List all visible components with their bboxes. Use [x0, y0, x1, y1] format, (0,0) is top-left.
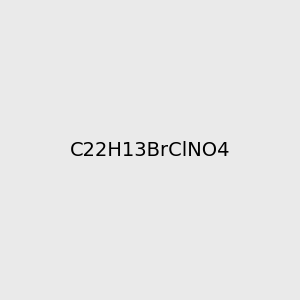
Text: C22H13BrClNO4: C22H13BrClNO4	[70, 140, 230, 160]
